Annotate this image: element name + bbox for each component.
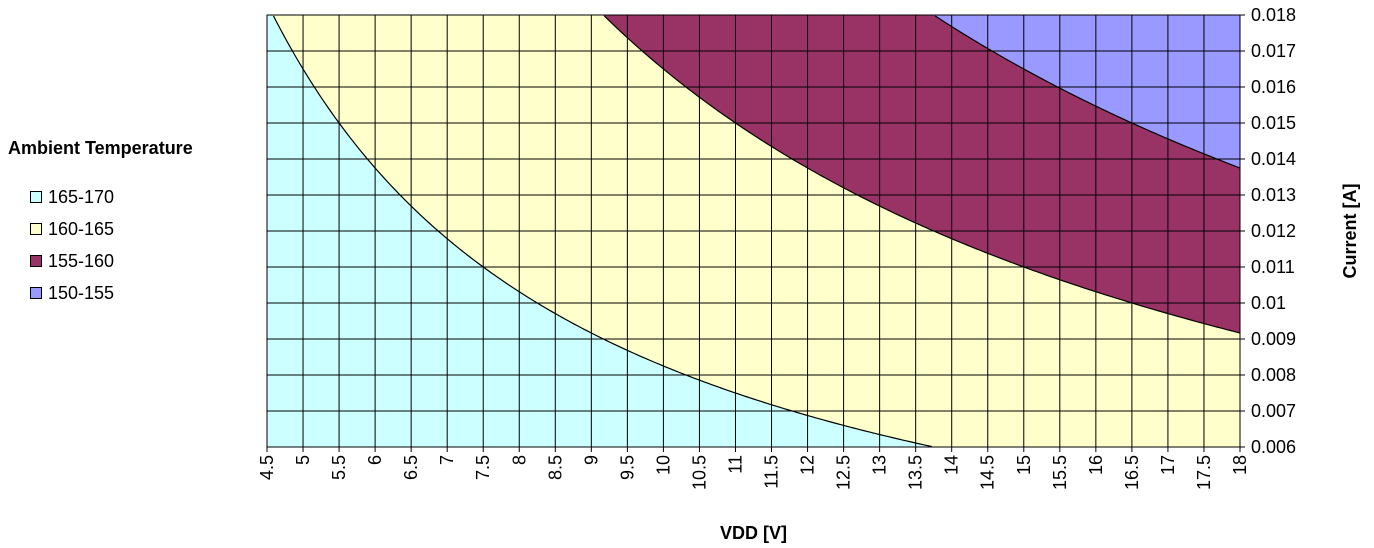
x-tick-label: 14 (942, 455, 962, 475)
y-tick-label: 0.01 (1251, 293, 1286, 313)
x-tick-label: 15.5 (1050, 455, 1070, 490)
y-tick-label: 0.008 (1251, 365, 1296, 385)
y-tick-label: 0.012 (1251, 221, 1296, 241)
legend-title: Ambient Temperature (8, 138, 193, 159)
x-tick-label: 10 (653, 455, 673, 475)
legend-list: 165-170 160-165 155-160 150-155 (30, 181, 193, 309)
legend-swatch (30, 255, 42, 267)
x-tick-label: 17 (1158, 455, 1178, 475)
x-tick-label: 16 (1086, 455, 1106, 475)
y-tick-label: 0.014 (1251, 149, 1296, 169)
x-tick-label: 9.5 (617, 455, 637, 480)
x-tick-label: 6 (365, 455, 385, 465)
x-tick-label: 10.5 (689, 455, 709, 490)
x-tick-label: 6.5 (401, 455, 421, 480)
y-tick-label: 0.007 (1251, 401, 1296, 421)
x-tick-label: 8 (509, 455, 529, 465)
x-tick-label: 13.5 (906, 455, 926, 490)
legend-label: 165-170 (48, 187, 114, 208)
x-tick-label: 5 (293, 455, 313, 465)
x-tick-labels: 4.5 5 5.5 6 6.5 7 7.5 8 8.5 9 9.5 10 10.5 11 11.5 12 12.… (257, 447, 1250, 490)
x-tick-label: 11.5 (762, 455, 782, 489)
legend-swatch (30, 223, 42, 235)
legend-swatch (30, 191, 42, 203)
x-tick-label: 13 (870, 455, 890, 475)
y-tick-label: 0.011 (1251, 257, 1295, 277)
legend-item: 165-170 (30, 181, 193, 213)
y-tick-labels: 0.006 0.007 0.008 0.009 0.01 0.011 0.012 0.013 0… (1240, 5, 1296, 457)
legend-label: 155-160 (48, 251, 114, 272)
legend-swatch (30, 287, 42, 299)
y-tick-label: 0.017 (1251, 41, 1296, 61)
x-tick-label: 17.5 (1194, 455, 1214, 490)
x-tick-label: 12.5 (834, 455, 854, 490)
x-tick-label: 11 (725, 455, 745, 474)
x-axis-label: VDD [V] (720, 523, 787, 543)
x-tick-label: 16.5 (1122, 455, 1142, 490)
y-tick-label: 0.009 (1251, 329, 1296, 349)
y-tick-label: 0.013 (1251, 185, 1296, 205)
y-axis-label: Current [A] (1340, 184, 1360, 279)
x-tick-label: 18 (1230, 455, 1250, 475)
x-tick-label: 7.5 (473, 455, 493, 480)
x-tick-label: 15 (1014, 455, 1034, 475)
legend-item: 150-155 (30, 277, 193, 309)
x-tick-label: 14.5 (978, 455, 998, 490)
y-tick-label: 0.018 (1251, 5, 1296, 25)
legend: Ambient Temperature 165-170 160-165 155-… (8, 138, 193, 309)
x-tick-label: 4.5 (257, 455, 277, 480)
x-tick-label: 12 (798, 455, 818, 475)
legend-label: 160-165 (48, 219, 114, 240)
y-tick-label: 0.006 (1251, 437, 1296, 457)
y-tick-label: 0.015 (1251, 113, 1296, 133)
x-tick-label: 5.5 (329, 455, 349, 480)
legend-item: 155-160 (30, 245, 193, 277)
x-tick-label: 7 (437, 455, 457, 465)
y-tick-label: 0.016 (1251, 77, 1296, 97)
legend-item: 160-165 (30, 213, 193, 245)
x-tick-label: 8.5 (545, 455, 565, 480)
legend-label: 150-155 (48, 283, 114, 304)
x-tick-label: 9 (581, 455, 601, 465)
